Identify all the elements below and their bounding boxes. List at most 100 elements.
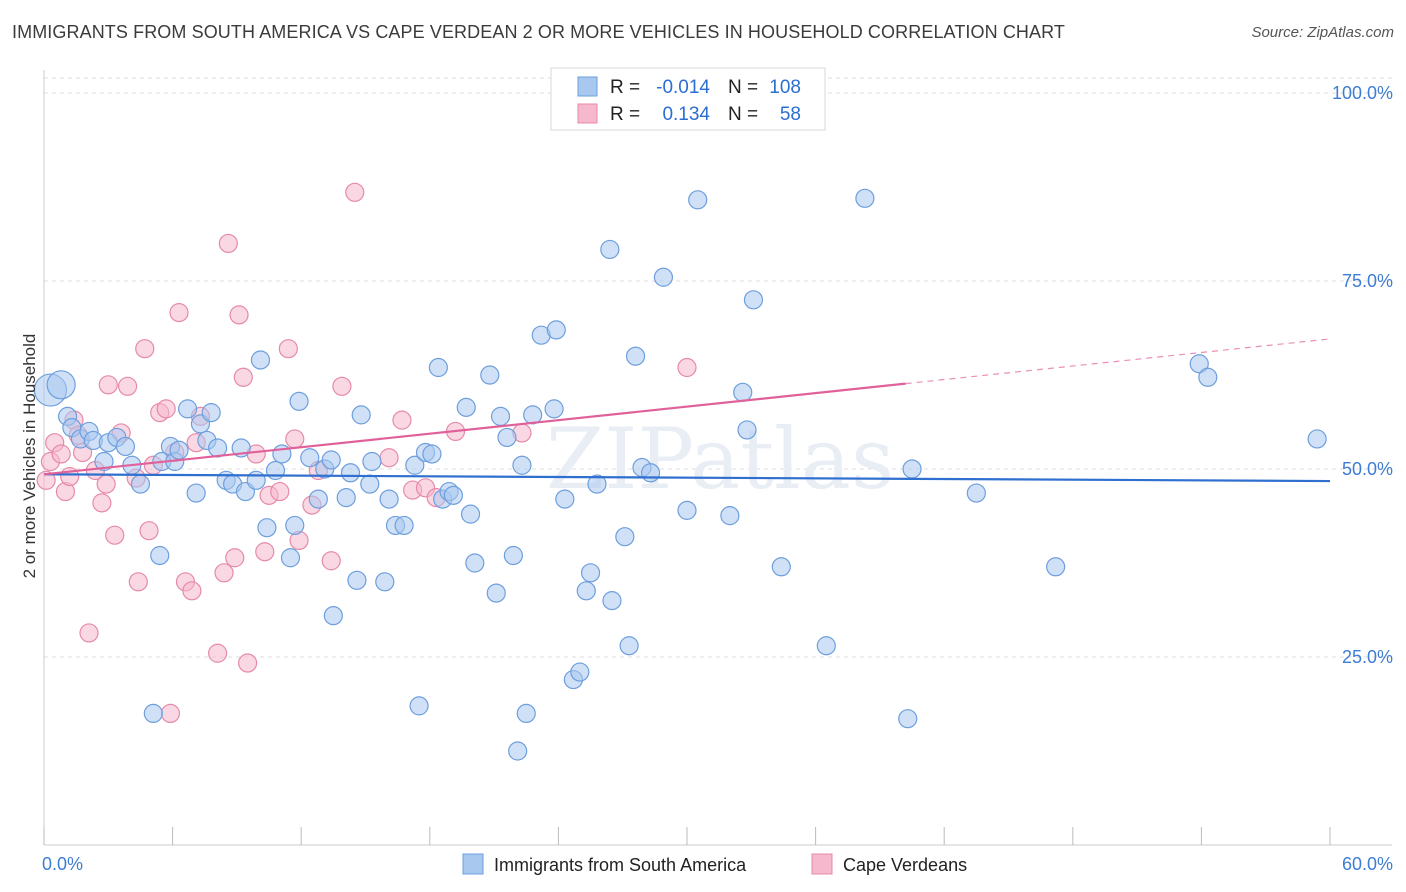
south-america-point (246, 470, 266, 490)
south-america-point (178, 399, 198, 419)
chart-source: Source: ZipAtlas.com (1251, 24, 1394, 41)
south-america-point (465, 553, 485, 573)
cape-verdeans-point (208, 643, 228, 663)
south-america-point (115, 436, 136, 457)
south-america-point (615, 527, 635, 547)
cape-verdeans-point (255, 542, 275, 562)
cape-verdeans-point (270, 481, 290, 502)
south-america-point (94, 451, 114, 472)
south-america-point (1189, 354, 1209, 374)
stats-n-label-2: N = (728, 104, 758, 125)
series-south-america (33, 188, 1327, 761)
cape-verdeans-point (233, 367, 253, 387)
cape-verdeans-point (392, 410, 412, 430)
south-america-point (300, 448, 320, 468)
cape-verdeans-point (117, 376, 138, 396)
south-america-point (486, 583, 506, 603)
south-america-point (1198, 367, 1218, 387)
cape-verdeans-point (139, 521, 159, 541)
south-america-point (816, 636, 836, 656)
south-america-point (737, 420, 757, 440)
south-america-point (640, 463, 661, 483)
trend-line-cape-verdeans (43, 382, 906, 476)
south-america-point (360, 474, 380, 494)
cape-verdeans-point (218, 233, 238, 254)
y-axis-label: 2 or more Vehicles in Household (20, 334, 39, 579)
cape-verdeans-point (285, 429, 305, 449)
trend-line-south-america (43, 473, 1331, 483)
south-america-point (347, 570, 367, 590)
cape-verdeans-point (225, 548, 245, 568)
cape-verdeans-point (92, 493, 112, 513)
south-america-point (1307, 429, 1327, 449)
south-america-point (362, 451, 382, 472)
south-america-point (375, 572, 395, 592)
south-america-point (508, 741, 528, 761)
stats-swatch-blue (577, 76, 598, 97)
south-america-point (855, 188, 875, 208)
trend-line-cape-verdeans-extension (905, 338, 1331, 385)
south-america-point (570, 662, 590, 682)
series-legend: Immigrants from South America Cape Verde… (462, 853, 967, 875)
south-america-point (966, 483, 986, 503)
south-america-point (602, 591, 622, 611)
south-america-point (580, 563, 601, 583)
y-tick-labels: 25.0% 50.0% 75.0% 100.0% (1332, 83, 1393, 667)
south-america-point (587, 474, 607, 494)
stats-swatch-pink (577, 103, 598, 124)
south-america-point (456, 397, 476, 417)
stats-legend: R = -0.014 N = 108 R = 0.134 N = 58 (550, 67, 826, 131)
south-america-point (265, 460, 286, 481)
chart-title: IMMIGRANTS FROM SOUTH AMERICA VS CAPE VE… (12, 22, 1065, 42)
south-america-point (546, 320, 566, 340)
stats-r-label-2: R = (610, 104, 640, 125)
south-america-point (340, 463, 361, 483)
south-america-point (720, 506, 740, 526)
trend-lines (43, 338, 1331, 483)
cape-verdeans-point (105, 525, 125, 545)
cape-verdeans-point (51, 444, 71, 464)
x-tick-labels: 0.0% 60.0% (42, 854, 1393, 874)
south-america-point (743, 290, 764, 310)
cape-verdeans-point (160, 703, 181, 724)
watermark: ZIPatlas (546, 410, 894, 508)
south-america-point (544, 399, 564, 419)
south-america-point (1046, 557, 1066, 577)
cape-verdeans-point (135, 339, 155, 359)
south-america-point (512, 455, 532, 475)
cape-verdeans-point (321, 551, 341, 571)
south-america-point (600, 239, 620, 260)
watermark-text: ZIPatlas (546, 410, 894, 508)
stats-r-label-1: R = (610, 77, 640, 98)
legend-swatch-south-america (462, 853, 484, 875)
south-america-point (902, 459, 922, 479)
x-tick-label-1: 60.0% (1342, 854, 1393, 874)
south-america-point (503, 545, 523, 566)
cape-verdeans-point (96, 474, 116, 494)
cape-verdeans-point (278, 339, 298, 359)
south-america-point (677, 500, 697, 520)
south-america-point (201, 403, 221, 423)
cape-verdeans-point (156, 399, 176, 419)
south-america-point (898, 709, 918, 729)
south-america-point (321, 450, 341, 470)
south-america-point (308, 489, 328, 509)
south-america-point (555, 489, 575, 509)
cape-verdeans-point (79, 623, 99, 643)
south-america-point (394, 515, 414, 536)
south-america-point (130, 474, 151, 494)
y-tick-label-1: 50.0% (1342, 459, 1393, 479)
south-america-point (186, 483, 206, 503)
south-america-point (289, 391, 309, 411)
stats-n-value-2: 58 (780, 104, 801, 125)
south-america-point (379, 489, 399, 509)
south-america-point (422, 444, 442, 464)
south-america-point (143, 703, 163, 724)
south-america-point (480, 365, 500, 385)
series-cape-verdeans (36, 182, 697, 724)
south-america-point (771, 557, 791, 577)
south-america-point (46, 370, 76, 400)
legend-label-cape-verdeans: Cape Verdeans (843, 855, 967, 875)
cape-verdeans-point (98, 375, 118, 395)
legend-swatch-cape-verdeans (811, 853, 833, 875)
